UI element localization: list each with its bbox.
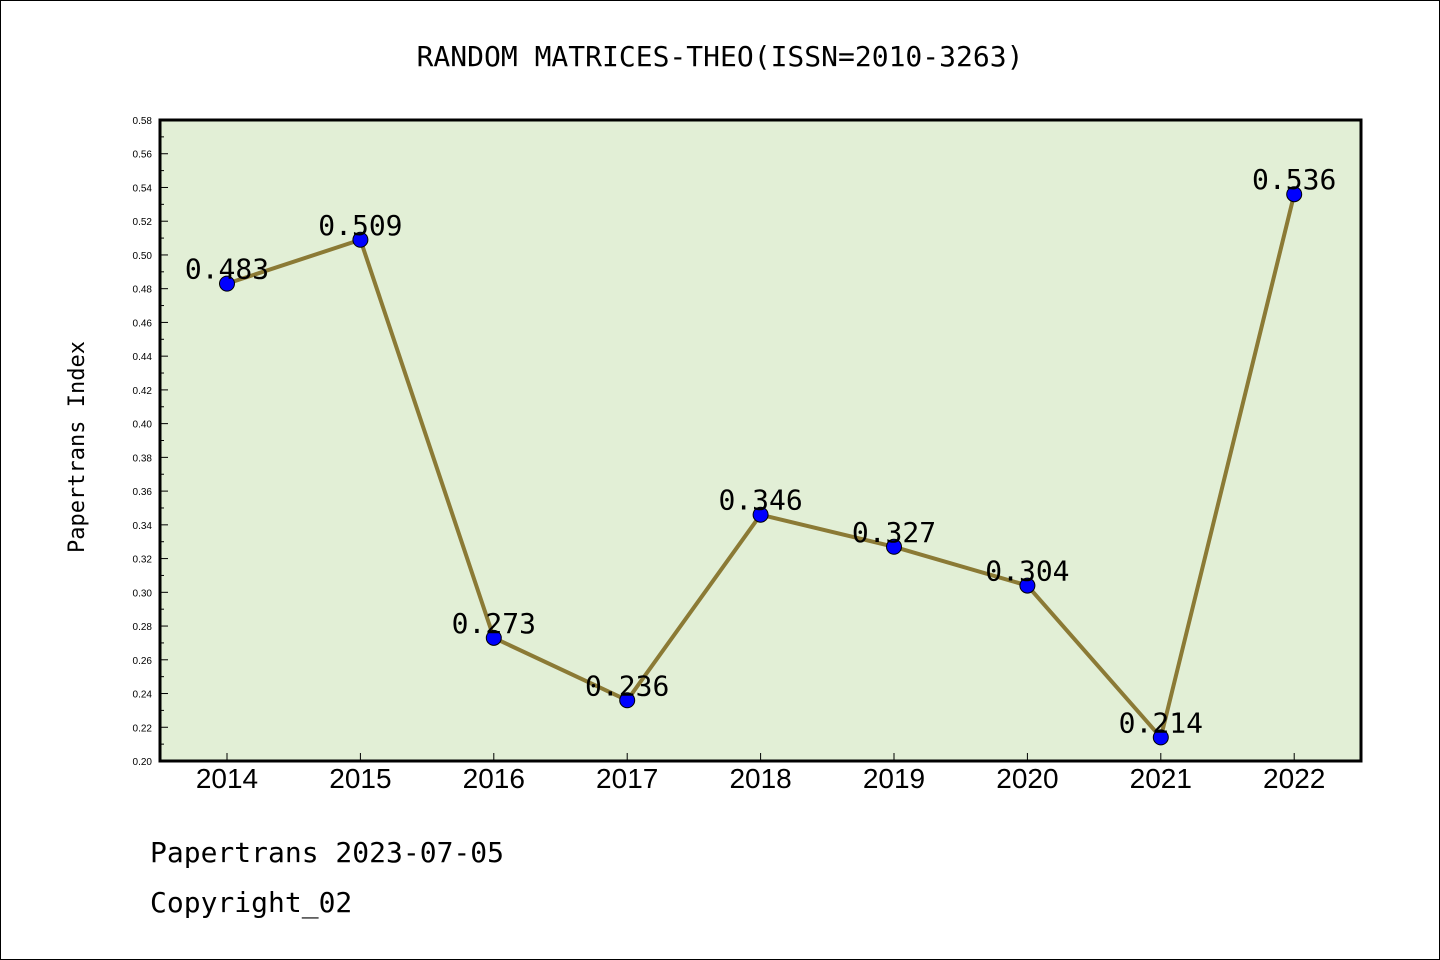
y-tick-label: 0.46 bbox=[133, 318, 153, 329]
y-tick-label: 0.26 bbox=[133, 656, 153, 667]
y-tick-label: 0.34 bbox=[133, 521, 153, 532]
series-papertrans-index bbox=[219, 186, 1303, 746]
y-tick-label: 0.42 bbox=[133, 386, 153, 397]
data-point bbox=[352, 231, 369, 248]
y-tick-label: 0.54 bbox=[133, 183, 153, 194]
data-point bbox=[1019, 577, 1036, 594]
x-tick-label: 2018 bbox=[729, 763, 791, 794]
y-tick-label: 0.44 bbox=[133, 352, 153, 363]
x-tick-label: 2021 bbox=[1130, 763, 1192, 794]
y-tick-label: 0.36 bbox=[133, 487, 153, 498]
plot-area bbox=[158, 118, 1363, 763]
y-tick-label: 0.40 bbox=[133, 420, 153, 431]
y-tick-label: 0.28 bbox=[133, 622, 153, 633]
data-point bbox=[1152, 729, 1169, 746]
x-tick-label: 2020 bbox=[996, 763, 1058, 794]
data-point bbox=[1286, 186, 1303, 203]
x-tick-label: 2017 bbox=[596, 763, 658, 794]
data-label: 0.214 bbox=[1119, 706, 1203, 739]
data-point bbox=[219, 275, 235, 292]
x-tick-label: 2015 bbox=[329, 763, 391, 794]
data-label: 0.327 bbox=[852, 516, 936, 549]
footer-date: Papertrans 2023-07-05 bbox=[150, 836, 505, 869]
data-labels: 0.483 0.509 0.273 0.236 0.346 0.327 0.304 0.214… bbox=[185, 163, 1336, 739]
y-axis: 0.20 0.22 0.24 0.26 0.28 0.30 0.32 0.34 0.36 0.38… bbox=[133, 116, 168, 768]
x-tick-label: 2022 bbox=[1263, 763, 1325, 794]
y-tick-label: 0.48 bbox=[133, 285, 153, 296]
y-tick-label: 0.20 bbox=[133, 757, 153, 768]
footer-copyright: Copyright_02 bbox=[150, 886, 353, 919]
data-label: 0.236 bbox=[585, 669, 669, 702]
y-tick-label: 0.58 bbox=[133, 116, 153, 127]
data-point bbox=[619, 692, 636, 709]
x-tick-label: 2014 bbox=[196, 763, 258, 794]
y-tick-label: 0.32 bbox=[133, 555, 153, 566]
y-tick-label: 0.38 bbox=[133, 453, 153, 464]
y-tick-label: 0.30 bbox=[133, 588, 153, 599]
data-point bbox=[485, 629, 502, 646]
y-tick-label: 0.22 bbox=[133, 723, 153, 734]
data-label: 0.346 bbox=[718, 484, 802, 517]
y-tick-label: 0.56 bbox=[133, 150, 153, 161]
y-tick-label: 0.24 bbox=[133, 690, 153, 701]
data-point bbox=[752, 506, 769, 523]
y-tick-label: 0.50 bbox=[133, 251, 153, 262]
y-tick-label: 0.52 bbox=[133, 217, 153, 228]
data-point bbox=[886, 538, 902, 555]
data-label: 0.273 bbox=[452, 607, 536, 640]
data-label: 0.536 bbox=[1252, 163, 1336, 196]
x-tick-label: 2019 bbox=[863, 763, 925, 794]
data-label: 0.483 bbox=[185, 253, 269, 286]
x-tick-label: 2016 bbox=[463, 763, 525, 794]
chart-title: RANDOM MATRICES-THEO(ISSN=2010-3263) bbox=[417, 40, 1024, 73]
x-axis: 2014 2015 2016 2017 2018 2019 2020 2021 2022 bbox=[196, 753, 1325, 794]
data-label: 0.304 bbox=[985, 555, 1069, 588]
y-axis-label: Papertrans Index bbox=[65, 341, 90, 553]
data-label: 0.509 bbox=[318, 209, 402, 242]
